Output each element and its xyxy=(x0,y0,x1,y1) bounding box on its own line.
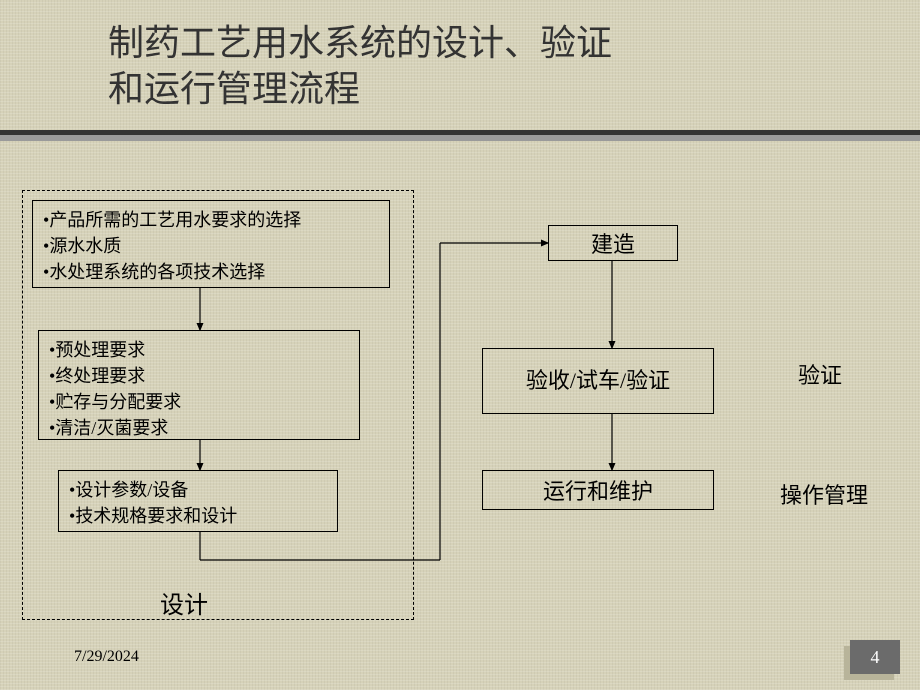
box-build-label: 建造 xyxy=(591,227,635,259)
label-verify: 验证 xyxy=(798,358,842,390)
box-ops: 运行和维护 xyxy=(482,470,714,510)
box-requirements: •产品所需的工艺用水要求的选择 •源水水质 •水处理系统的各项技术选择 xyxy=(32,200,390,288)
list-item: •源水水质 xyxy=(43,233,379,259)
box-verify-label: 验收/试车/验证 xyxy=(526,366,670,396)
list-item: •产品所需的工艺用水要求的选择 xyxy=(43,207,379,233)
page-number-value: 4 xyxy=(871,647,880,668)
box-build: 建造 xyxy=(548,225,678,261)
label-design: 设计 xyxy=(160,585,208,620)
box-design-params: •设计参数/设备 •技术规格要求和设计 xyxy=(58,470,338,532)
title-line2: 和运行管理流程 xyxy=(108,66,612,112)
list-item: •设计参数/设备 xyxy=(69,477,327,503)
footer-date: 7/29/2024 xyxy=(74,648,139,666)
title-line1: 制药工艺用水系统的设计、验证 xyxy=(108,20,612,66)
list-item: •水处理系统的各项技术选择 xyxy=(43,259,379,285)
box-ops-label: 运行和维护 xyxy=(543,474,653,506)
list-item: •清洁/灭菌要求 xyxy=(49,415,349,441)
title-underline-shadow xyxy=(0,135,920,141)
list-item: •技术规格要求和设计 xyxy=(69,503,327,529)
box-verify: 验收/试车/验证 xyxy=(482,348,714,414)
label-ops: 操作管理 xyxy=(780,478,868,510)
slide: 制药工艺用水系统的设计、验证 和运行管理流程 •产品所需的工艺用水要求的选择 •… xyxy=(0,0,920,690)
list-item: •终处理要求 xyxy=(49,363,349,389)
page-number: 4 xyxy=(850,640,900,674)
slide-title: 制药工艺用水系统的设计、验证 和运行管理流程 xyxy=(108,20,612,112)
box-processing: •预处理要求 •终处理要求 •贮存与分配要求 •清洁/灭菌要求 xyxy=(38,330,360,440)
list-item: •预处理要求 xyxy=(49,337,349,363)
list-item: •贮存与分配要求 xyxy=(49,389,349,415)
